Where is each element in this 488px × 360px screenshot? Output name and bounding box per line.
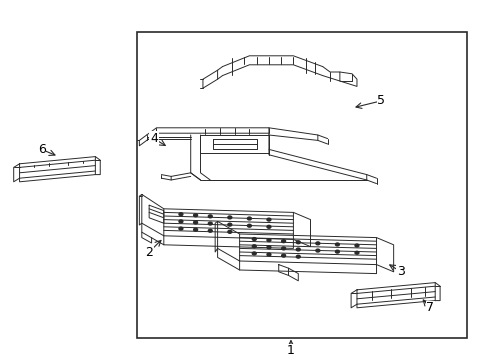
Circle shape [227, 216, 231, 219]
Circle shape [208, 222, 212, 225]
Circle shape [354, 244, 358, 247]
Text: 4: 4 [150, 132, 158, 145]
Text: 7: 7 [426, 301, 433, 314]
Circle shape [281, 240, 285, 243]
Circle shape [179, 220, 183, 223]
Circle shape [296, 241, 300, 244]
Circle shape [266, 239, 270, 242]
Text: 6: 6 [38, 143, 45, 156]
Circle shape [266, 253, 270, 256]
Bar [137, 32, 466, 338]
Circle shape [315, 242, 319, 245]
Circle shape [296, 248, 300, 251]
Circle shape [247, 217, 251, 220]
Text: 1: 1 [286, 345, 294, 357]
Circle shape [247, 224, 251, 227]
Circle shape [266, 246, 270, 249]
Text: 5: 5 [377, 94, 385, 107]
Text: 3: 3 [396, 265, 404, 278]
Circle shape [227, 223, 231, 226]
Circle shape [315, 249, 319, 252]
Circle shape [179, 213, 183, 216]
Circle shape [354, 251, 358, 254]
Circle shape [335, 250, 339, 253]
Circle shape [193, 228, 197, 231]
Circle shape [208, 215, 212, 218]
Circle shape [335, 243, 339, 246]
Circle shape [266, 218, 270, 221]
Circle shape [193, 221, 197, 224]
Circle shape [252, 252, 256, 255]
Circle shape [208, 229, 212, 232]
Circle shape [281, 247, 285, 250]
Circle shape [193, 214, 197, 217]
Circle shape [252, 238, 256, 240]
Circle shape [296, 255, 300, 258]
Circle shape [266, 225, 270, 228]
Circle shape [281, 254, 285, 257]
Circle shape [252, 245, 256, 248]
Circle shape [227, 230, 231, 233]
Circle shape [179, 227, 183, 230]
Text: 2: 2 [145, 246, 153, 258]
